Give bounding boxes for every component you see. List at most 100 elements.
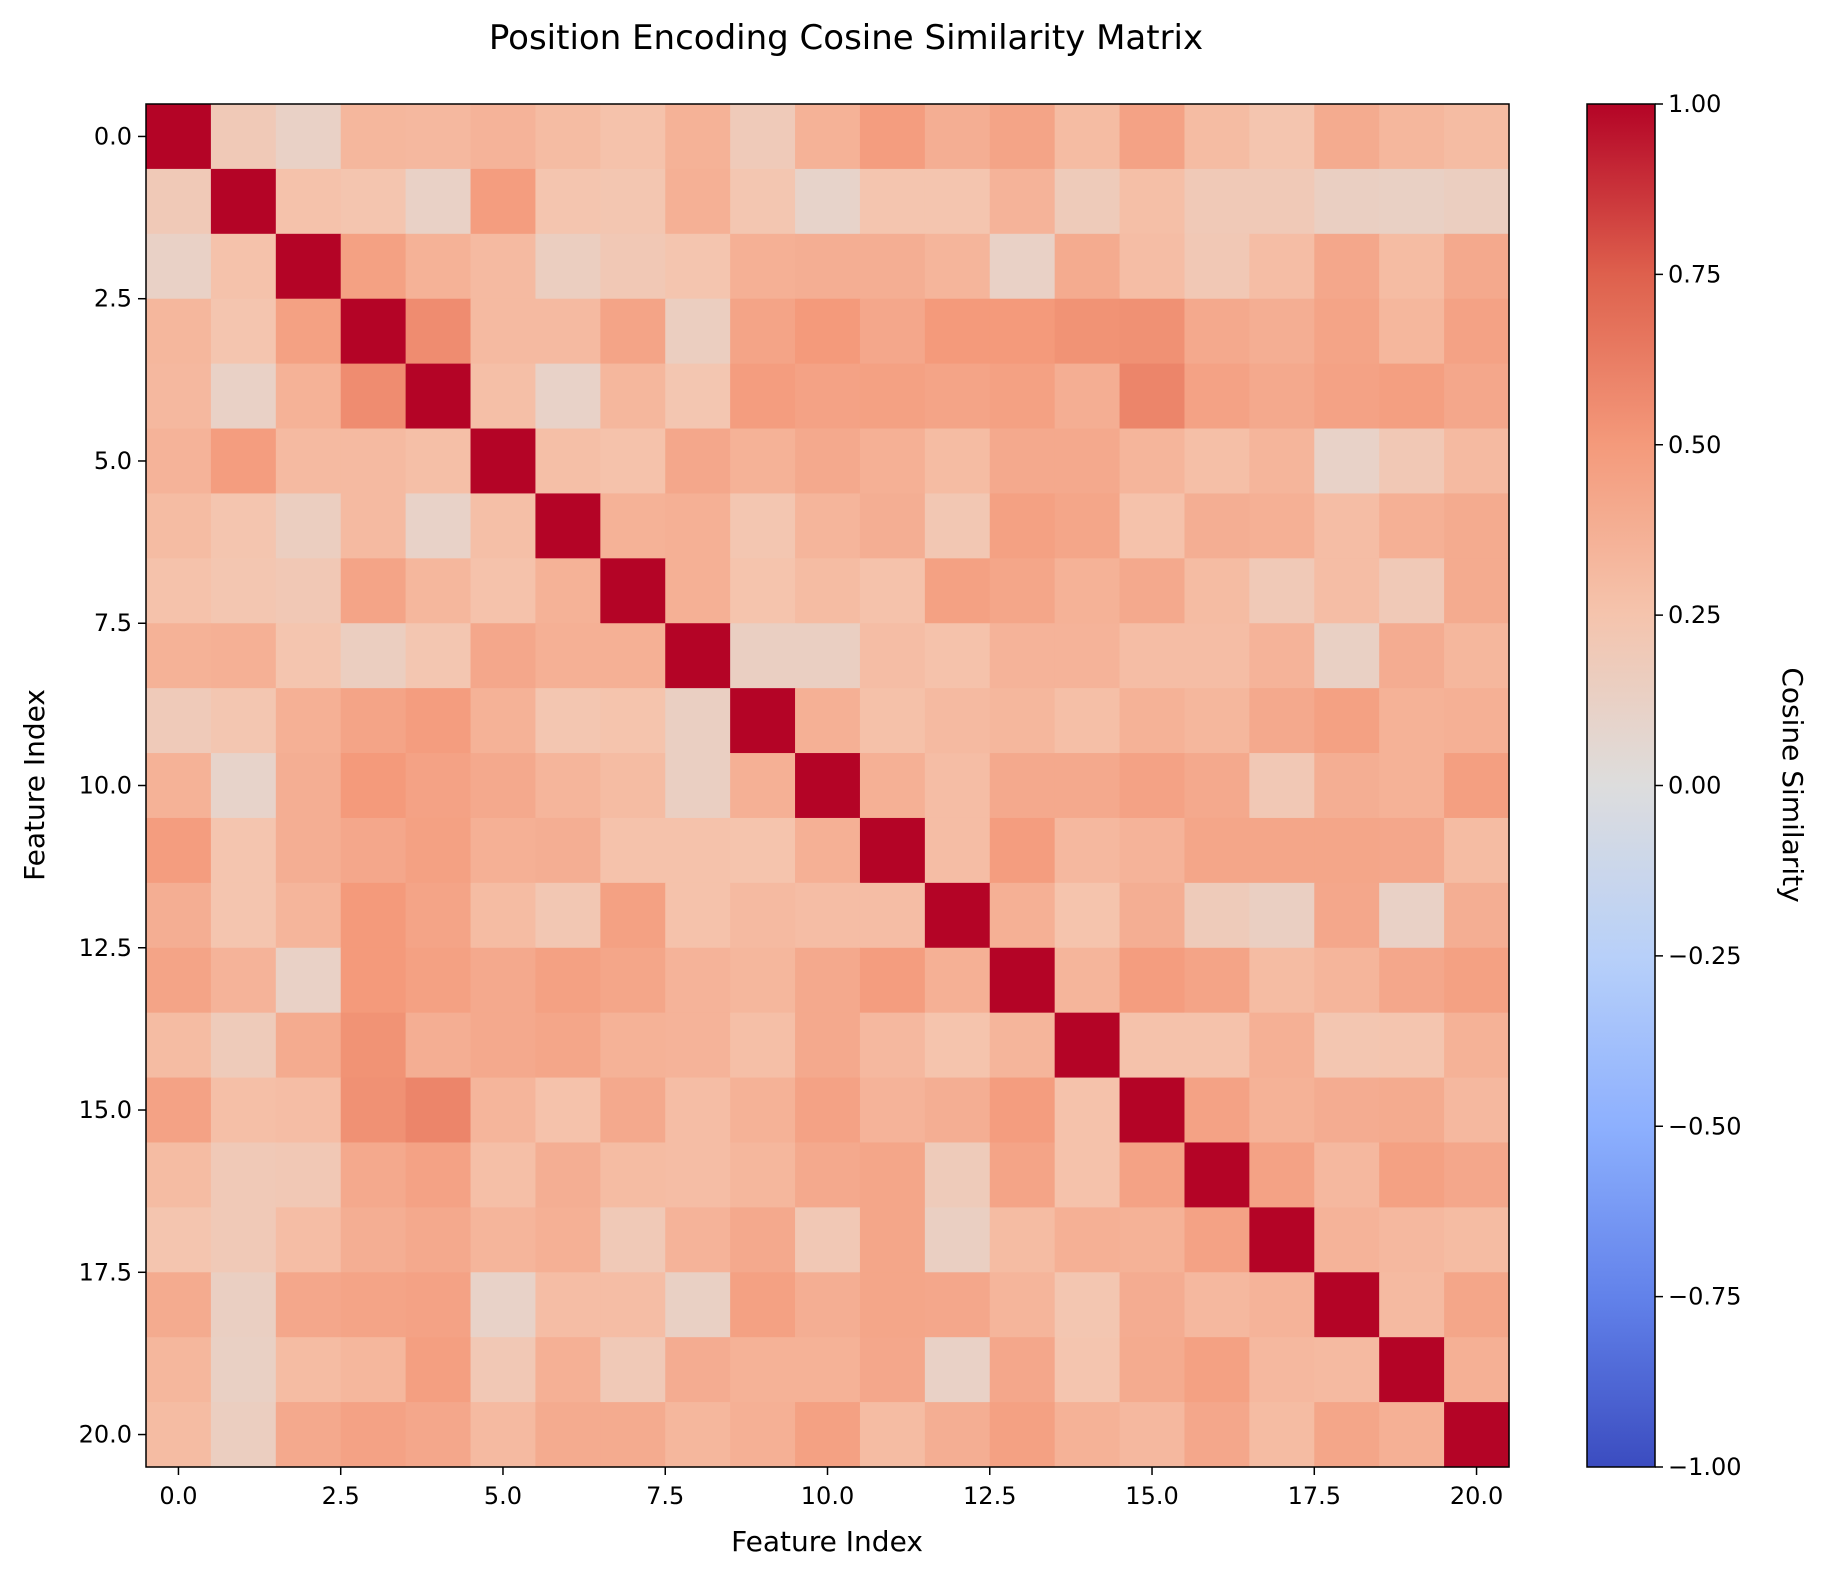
heatmap-cell: [1054, 1142, 1121, 1208]
colorbar-ticks: 1.00 0.75 0.50 0.25 0.00 −0.25 −0.50 −0.75 −1.00: [1655, 90, 1742, 1481]
heatmap-cell: [665, 1337, 731, 1403]
heatmap-cell: [989, 623, 1056, 689]
heatmap-cell: [1119, 1207, 1186, 1273]
heatmap-cell: [1444, 168, 1510, 235]
heatmap-cell: [1314, 1012, 1380, 1079]
heatmap-cell: [1314, 558, 1380, 624]
heatmap-cell: [989, 428, 1056, 495]
colorbar-tick-label: 0.00: [1668, 772, 1721, 800]
heatmap-cell: [1444, 882, 1510, 949]
heatmap-cell: [665, 1207, 731, 1273]
heatmap-cell: [340, 623, 407, 689]
heatmap-cell: [665, 558, 731, 624]
heatmap-cell: [470, 363, 537, 430]
heatmap-cell: [535, 817, 601, 884]
heatmap-cell: [665, 1077, 731, 1144]
heatmap-cell: [1184, 882, 1250, 949]
heatmap-cell: [1184, 233, 1250, 300]
y-tick-label: 0.0: [94, 122, 132, 150]
heatmap-cell: [600, 688, 666, 754]
heatmap-cell: [470, 1142, 537, 1208]
heatmap-cell: [1314, 688, 1380, 754]
heatmap-cell: [924, 817, 991, 884]
heatmap-cell: [924, 493, 991, 559]
heatmap-cell: [1444, 493, 1510, 559]
heatmap-cell: [730, 558, 796, 624]
heatmap-cell: [665, 428, 731, 495]
heatmap-cell: [1314, 1077, 1380, 1144]
heatmap-cell: [535, 104, 601, 170]
heatmap-cell: [1249, 688, 1315, 754]
heatmap-cell: [275, 688, 342, 754]
heatmap-cell: [275, 1142, 342, 1208]
heatmap-cell: [340, 493, 407, 559]
heatmap-cell: [859, 298, 926, 365]
heatmap-cell: [146, 233, 212, 300]
heatmap-cell: [1119, 623, 1186, 689]
colorbar-tick-label: −1.00: [1668, 1453, 1742, 1481]
heatmap-cell: [1054, 558, 1121, 624]
heatmap-cell: [1444, 1077, 1510, 1144]
heatmap-cell: [924, 558, 991, 624]
heatmap-cell: [535, 623, 601, 689]
heatmap-cell: [1444, 1402, 1510, 1468]
heatmap-cell: [470, 753, 537, 819]
heatmap-cell: [340, 1402, 407, 1468]
heatmap-cell: [535, 298, 601, 365]
heatmap-cell: [665, 1142, 731, 1208]
heatmap-cell: [1119, 104, 1186, 170]
heatmap-cell: [405, 1272, 472, 1338]
heatmap-cell: [1314, 363, 1380, 430]
heatmap-cell: [665, 493, 731, 559]
heatmap-cell: [989, 298, 1056, 365]
heatmap-cell: [146, 558, 212, 624]
heatmap-cell: [1184, 1272, 1250, 1338]
heatmap-cell: [1054, 947, 1121, 1014]
heatmap-cell: [1314, 493, 1380, 559]
y-tick-label: 15.0: [79, 1096, 132, 1124]
heatmap-cell: [146, 493, 212, 559]
heatmap-cell: [859, 168, 926, 235]
heatmap-cell: [210, 233, 277, 300]
heatmap-cell: [600, 1142, 666, 1208]
heatmap-cell: [1379, 428, 1445, 495]
heatmap-cell: [795, 493, 861, 559]
heatmap-cell: [1379, 233, 1445, 300]
x-tick-label: 20.0: [1450, 1482, 1503, 1510]
x-tick-label: 15.0: [1125, 1482, 1178, 1510]
heatmap-cell: [405, 363, 472, 430]
heatmap-cell: [989, 558, 1056, 624]
heatmap-cell: [795, 817, 861, 884]
heatmap-cell: [1314, 753, 1380, 819]
heatmap-cell: [730, 623, 796, 689]
heatmap-cell: [989, 1337, 1056, 1403]
heatmap-cell: [1054, 1077, 1121, 1144]
heatmap-cell: [146, 1077, 212, 1144]
heatmap-cell: [1444, 233, 1510, 300]
heatmap-cell: [275, 298, 342, 365]
heatmap-cell: [275, 493, 342, 559]
heatmap-cell: [340, 882, 407, 949]
heatmap-cell: [1184, 104, 1250, 170]
heatmap-cell: [535, 233, 601, 300]
heatmap-cell: [665, 104, 731, 170]
heatmap-cell: [730, 753, 796, 819]
heatmap-cell: [730, 298, 796, 365]
heatmap-cell: [859, 1012, 926, 1079]
heatmap-cell: [1249, 1337, 1315, 1403]
heatmap-cell: [730, 363, 796, 430]
x-tick-label: 7.5: [646, 1482, 684, 1510]
heatmap-cell: [1444, 688, 1510, 754]
heatmap-cell: [146, 623, 212, 689]
heatmap-cell: [1444, 558, 1510, 624]
heatmap-cell: [470, 882, 537, 949]
heatmap-cell: [1054, 1402, 1121, 1468]
heatmap-cell: [535, 428, 601, 495]
heatmap-cell: [470, 298, 537, 365]
heatmap-cell: [1314, 1337, 1380, 1403]
heatmap-cell: [1249, 947, 1315, 1014]
heatmap-cell: [795, 1012, 861, 1079]
heatmap-cell: [405, 298, 472, 365]
heatmap-cell: [1249, 1272, 1315, 1338]
heatmap-cell: [989, 1077, 1056, 1144]
